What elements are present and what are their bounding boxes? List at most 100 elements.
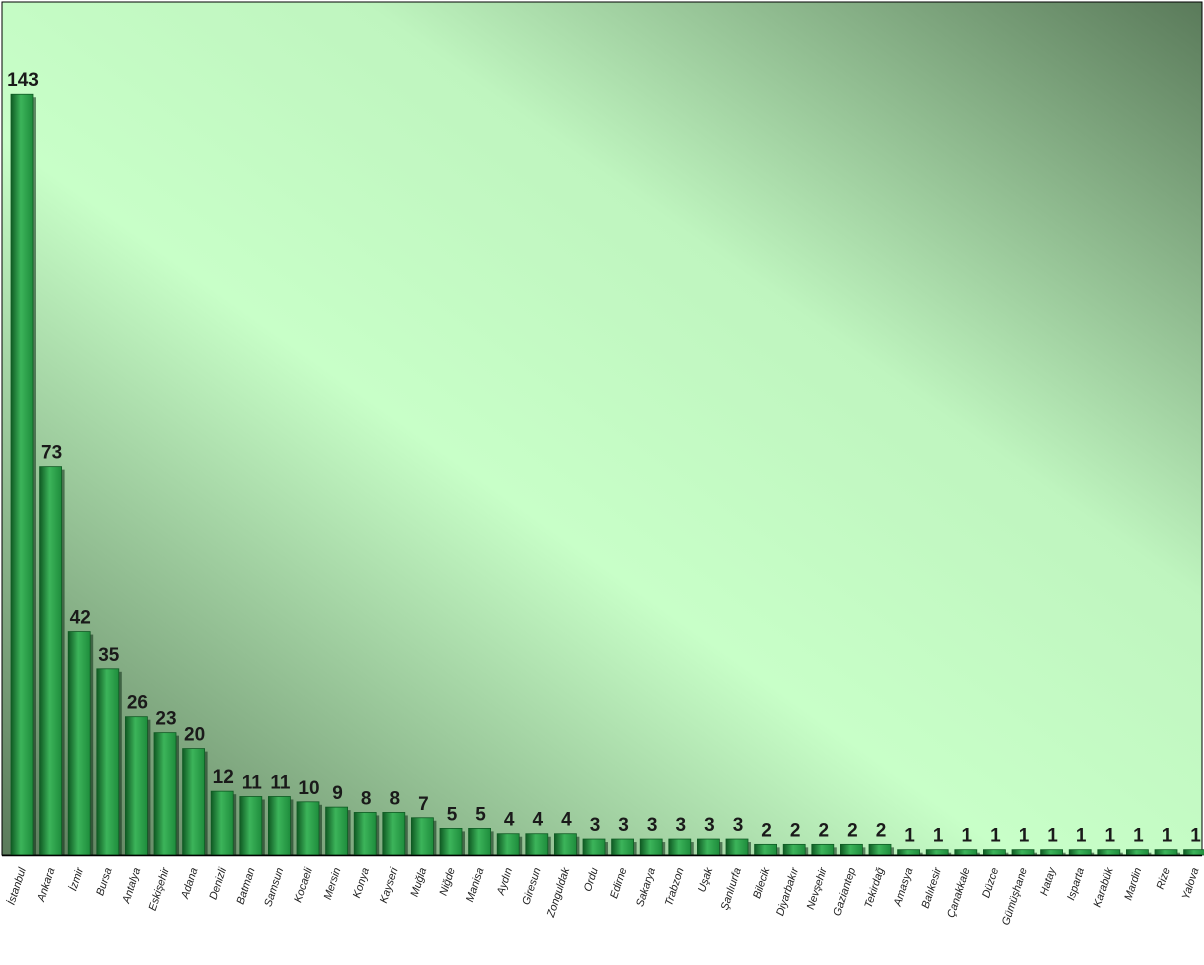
- bar: [239, 796, 263, 856]
- bar-value-label: 1: [990, 826, 1001, 847]
- bar: [96, 668, 120, 856]
- bar: [1011, 849, 1035, 856]
- bar: [554, 833, 577, 856]
- category-tick-label: Batman: [235, 866, 258, 906]
- category-tick-label: Gaziantep: [831, 866, 858, 917]
- bar: [983, 849, 1006, 856]
- bar: [1040, 849, 1063, 856]
- bar-value-label: 4: [533, 810, 544, 831]
- category-tick-label: Samsun: [262, 866, 286, 908]
- category-tick-label: Adana: [179, 866, 201, 901]
- bar-value-label: 42: [70, 608, 91, 629]
- category-tick-label: Uşak: [696, 866, 715, 894]
- category-tick-label: Kayseri: [378, 866, 401, 905]
- category-tick-label: Muğla: [409, 866, 430, 898]
- bar: [611, 838, 634, 856]
- bar: [925, 849, 949, 856]
- bar-value-label: 1: [1162, 826, 1173, 847]
- bar: [325, 806, 349, 856]
- category-tick-label: Çanakkale: [945, 866, 972, 919]
- bar-value-label: 35: [98, 645, 120, 666]
- bar-value-label: 3: [590, 815, 601, 836]
- bar-value-label: 1: [1047, 826, 1058, 847]
- bar: [353, 812, 377, 856]
- bar-value-label: 73: [41, 443, 62, 464]
- bar: [840, 843, 863, 856]
- category-tick-label: Amasya: [891, 866, 915, 908]
- bar: [782, 843, 806, 856]
- bar-value-label: 9: [332, 783, 343, 804]
- bar-value-label: 1: [1133, 826, 1144, 847]
- bar-value-label: 3: [647, 815, 658, 836]
- bar-value-label: 1: [1105, 826, 1116, 847]
- bar-value-label: 1: [1190, 826, 1201, 847]
- bar: [267, 796, 291, 856]
- category-tick-label: Giresun: [520, 866, 543, 906]
- category-tick-label: Niğde: [438, 866, 458, 897]
- category-tick-label: Bilecik: [751, 866, 772, 900]
- bar-value-label: 3: [733, 815, 744, 836]
- category-tick-label: Mardin: [1122, 866, 1144, 902]
- bar-value-label: 1: [962, 826, 973, 847]
- bar-value-label: 26: [127, 693, 148, 714]
- category-tick-label: Antalya: [120, 866, 143, 906]
- bar: [1097, 849, 1121, 856]
- bar-value-label: 2: [847, 820, 858, 841]
- bar-value-label: 3: [618, 815, 629, 836]
- category-tick-label: Zonguldak: [545, 866, 573, 920]
- bar: [1126, 849, 1149, 856]
- category-tick-label: Isparta: [1065, 866, 1087, 902]
- tick-labels-layer: İstanbul Ankara İzmir Bursa Antalya Eskişehir…: [6, 865, 1202, 927]
- category-tick-label: Mersin: [322, 866, 344, 901]
- category-tick-label: Eskişehir: [147, 865, 173, 912]
- bar-value-label: 4: [504, 810, 515, 831]
- bar-value-label: 1: [1076, 826, 1087, 847]
- category-tick-label: Balıkesir: [920, 865, 945, 910]
- category-tick-label: Bursa: [94, 866, 114, 897]
- bar-value-label: 1: [1019, 826, 1030, 847]
- bar: [382, 812, 406, 856]
- bar: [182, 748, 206, 856]
- bar: [697, 838, 720, 856]
- bar: [153, 732, 177, 856]
- bar: [1183, 849, 1204, 856]
- category-tick-label: Rize: [1155, 866, 1173, 891]
- bar: [868, 843, 892, 856]
- bar-value-label: 2: [790, 820, 801, 841]
- bar-value-label: 7: [418, 794, 429, 815]
- category-tick-label: Yalova: [1180, 866, 1202, 901]
- bar: [1068, 849, 1092, 856]
- bar-value-label: 4: [561, 810, 572, 831]
- bar-value-label: 11: [242, 772, 263, 793]
- bar: [811, 843, 835, 856]
- bar: [10, 93, 34, 856]
- bar: [410, 817, 434, 856]
- category-tick-label: Denizli: [207, 866, 229, 902]
- category-tick-label: Düzce: [980, 866, 1001, 899]
- category-tick-label: Şanlıurfa: [719, 866, 744, 912]
- bar-value-label: 23: [155, 709, 176, 730]
- bar-value-label: 1: [904, 826, 915, 847]
- bar: [39, 466, 62, 856]
- bar-value-label: 3: [676, 815, 687, 836]
- category-tick-label: Gümüşhane: [1000, 866, 1030, 927]
- category-tick-label: Nevşehir: [805, 865, 830, 911]
- bar-value-label: 1: [933, 826, 944, 847]
- bar: [725, 838, 749, 856]
- bar-value-label: 2: [819, 820, 830, 841]
- bar: [296, 801, 320, 856]
- category-tick-label: Konya: [351, 866, 372, 899]
- bar: [525, 833, 549, 856]
- category-tick-label: Karabük: [1092, 866, 1116, 909]
- category-tick-label: İstanbul: [6, 866, 29, 907]
- bar: [754, 843, 777, 856]
- category-tick-label: Aydın: [495, 866, 515, 897]
- category-tick-label: Edirne: [608, 866, 629, 900]
- category-tick-label: Kocaeli: [292, 866, 315, 905]
- bars-layer: [10, 93, 1204, 856]
- bar-value-label: 2: [876, 820, 887, 841]
- category-tick-label: Sakarya: [634, 866, 658, 908]
